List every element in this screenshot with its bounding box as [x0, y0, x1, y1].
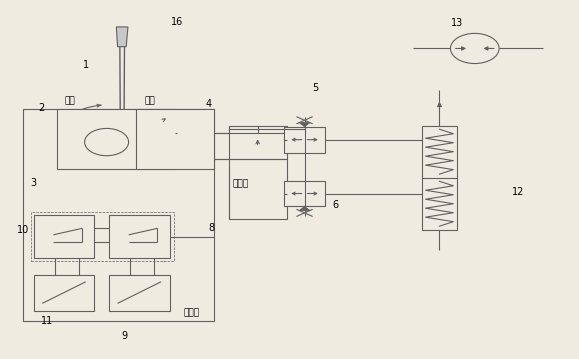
Bar — [23, 109, 214, 321]
Text: 3: 3 — [31, 178, 36, 188]
Bar — [109, 275, 170, 311]
Text: 5: 5 — [313, 83, 318, 93]
Bar — [57, 109, 175, 169]
Bar — [284, 181, 325, 206]
Text: 8: 8 — [208, 223, 214, 233]
Text: 9: 9 — [122, 331, 127, 341]
Text: 12: 12 — [512, 187, 525, 197]
Text: 6: 6 — [333, 200, 339, 210]
Bar — [136, 109, 214, 169]
Text: 1: 1 — [83, 60, 89, 70]
Text: 液压油: 液压油 — [232, 179, 248, 188]
Text: 4: 4 — [206, 99, 211, 109]
Text: 接电源: 接电源 — [183, 308, 199, 317]
Bar — [422, 126, 457, 230]
Text: 后退: 后退 — [64, 96, 75, 105]
Polygon shape — [299, 206, 310, 211]
Polygon shape — [116, 27, 128, 47]
Bar — [31, 212, 174, 261]
Text: 13: 13 — [451, 18, 464, 28]
Bar — [34, 275, 94, 311]
Text: 10: 10 — [17, 225, 30, 235]
Bar — [109, 215, 170, 258]
Bar — [284, 127, 325, 153]
Text: 前进: 前进 — [144, 96, 155, 105]
Text: 11: 11 — [41, 316, 54, 326]
Text: 16: 16 — [170, 17, 183, 27]
Bar — [34, 215, 94, 258]
Polygon shape — [299, 122, 310, 127]
Text: 2: 2 — [39, 103, 45, 113]
Bar — [229, 126, 287, 219]
